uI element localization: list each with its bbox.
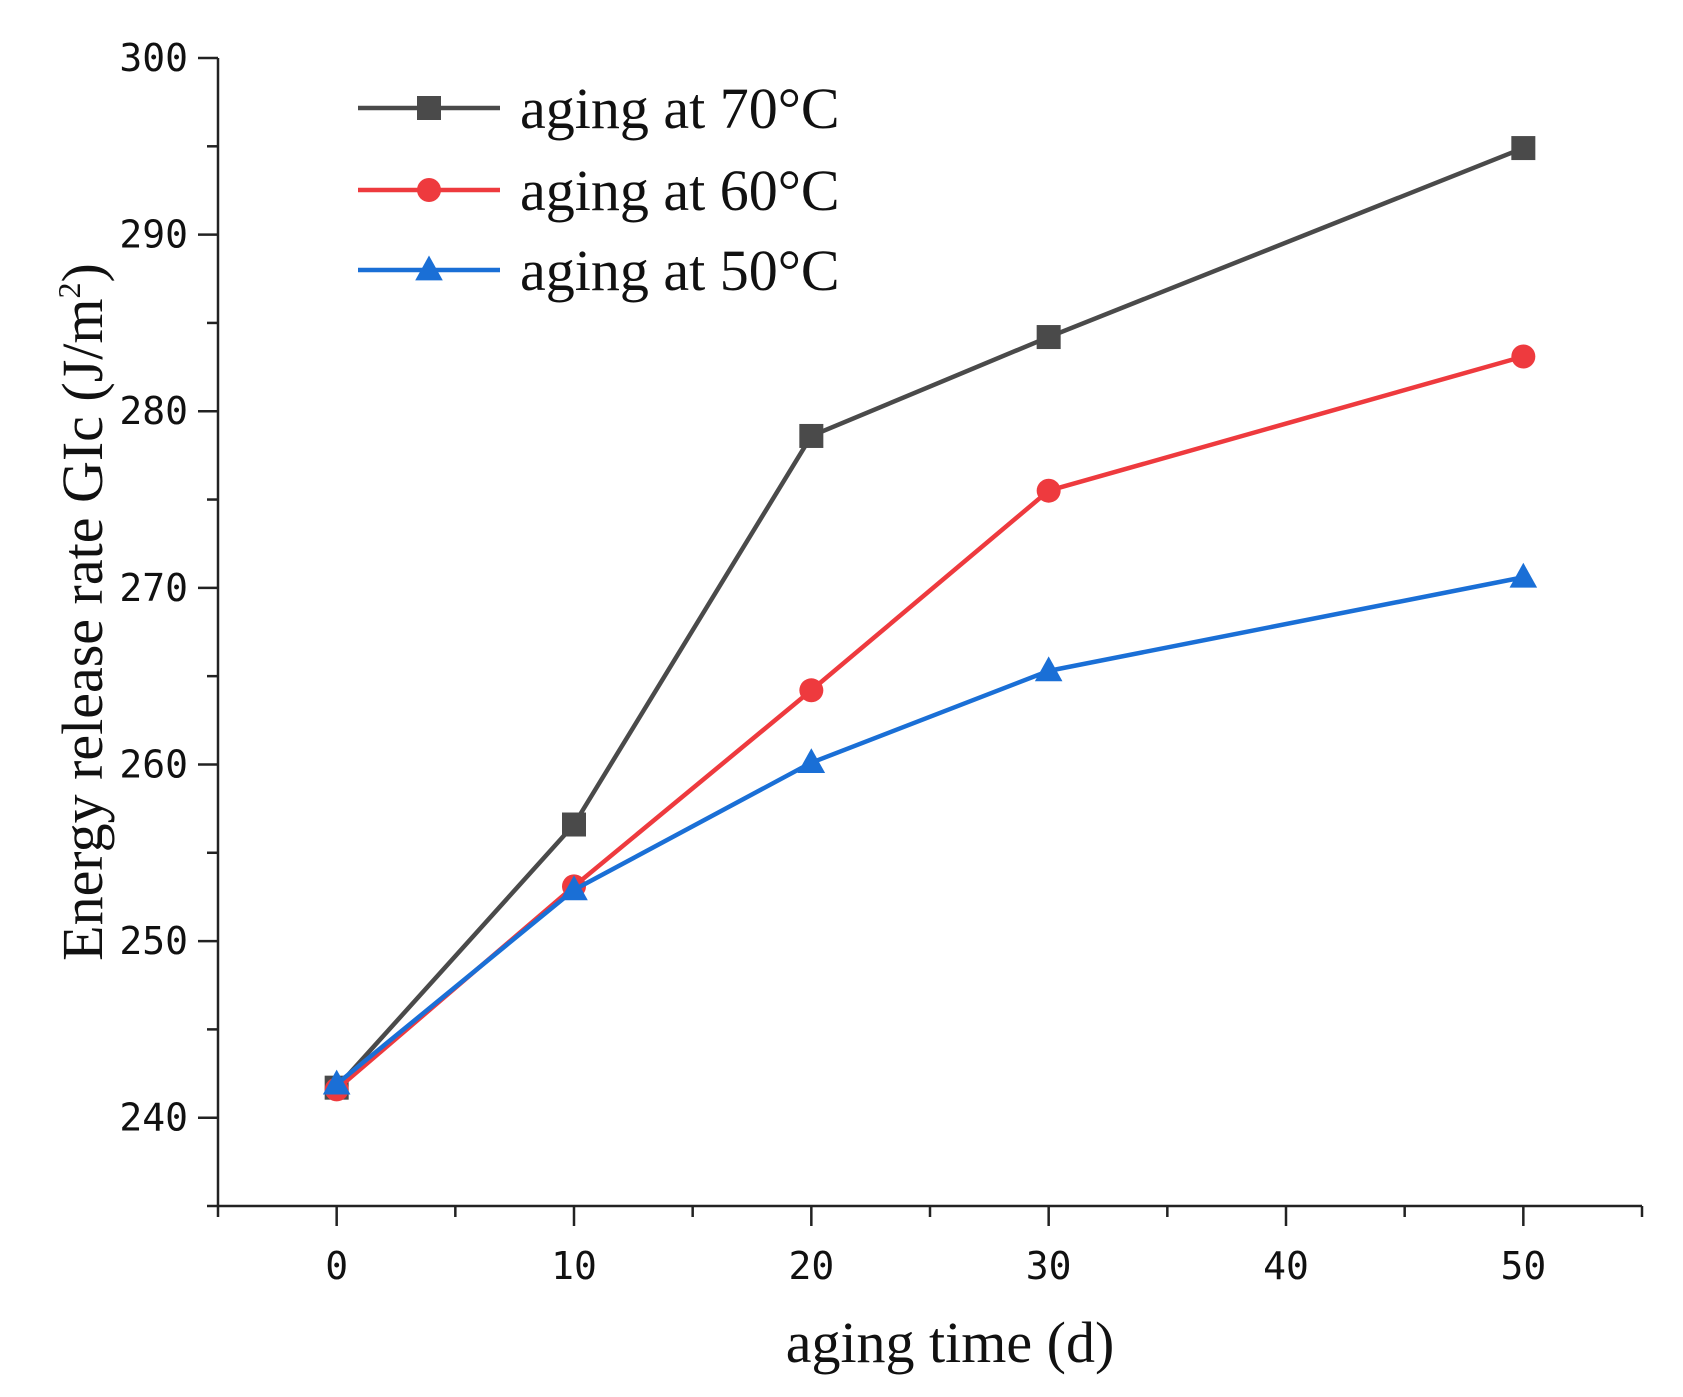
- data-point: [1034, 656, 1063, 682]
- legend-item: aging at 60°C: [358, 158, 840, 223]
- legend-marker: [415, 255, 443, 281]
- x-ticks: 0 10 20 30 40 50: [216, 1206, 1644, 1288]
- axes: 240 250 260 270 280 290 300 0 10 20 30 40 50: [119, 36, 1644, 1288]
- data-point: [1511, 136, 1536, 161]
- y-ticks: 240 250 260 270 280 290 300: [119, 36, 218, 1208]
- y-axis-title: Energy release rate GIc (J/m2): [50, 263, 115, 961]
- legend-marker: [417, 96, 441, 120]
- series-line: [335, 575, 1524, 1086]
- x-tick-label: 40: [1263, 1244, 1309, 1288]
- data-point: [562, 812, 586, 837]
- data-point: [560, 875, 588, 901]
- data-point: [1509, 562, 1538, 588]
- x-tick-label: 50: [1500, 1244, 1546, 1288]
- y-tick-label: 250: [119, 919, 188, 963]
- series-layer: [322, 136, 1538, 1102]
- y-axis-title-main: Energy release rate GIc (J/m: [50, 298, 115, 960]
- x-tick-label: 20: [788, 1244, 834, 1288]
- data-point: [797, 748, 826, 774]
- x-tick-label: 0: [325, 1244, 348, 1288]
- y-tick-label: 300: [119, 36, 188, 80]
- legend-marker: [417, 178, 441, 202]
- data-point: [1036, 325, 1061, 350]
- legend-label: aging at 60°C: [520, 158, 840, 223]
- data-point: [322, 1069, 351, 1095]
- legend-item: aging at 70°C: [358, 76, 840, 141]
- legend: aging at 70°C aging at 60°C aging at 50°C: [358, 76, 840, 303]
- y-tick-label: 240: [119, 1096, 188, 1140]
- x-axis-title: aging time (d): [786, 1310, 1115, 1375]
- legend-item: aging at 50°C: [358, 238, 840, 303]
- y-tick-label: 290: [119, 213, 188, 257]
- y-axis-title-end: ): [50, 263, 115, 282]
- data-point: [799, 423, 824, 448]
- data-point: [799, 678, 824, 703]
- y-tick-label: 270: [119, 566, 188, 610]
- data-point: [1511, 344, 1536, 369]
- series-line: [334, 145, 1525, 1090]
- series-0: [324, 136, 1536, 1100]
- series-2: [322, 562, 1538, 1095]
- y-axis-title-superscript: 2: [51, 282, 87, 298]
- series-line: [335, 354, 1524, 1092]
- x-tick-label: 30: [1026, 1244, 1072, 1288]
- legend-label: aging at 70°C: [520, 76, 840, 141]
- y-tick-label: 280: [119, 389, 188, 433]
- legend-label: aging at 50°C: [520, 238, 840, 303]
- x-tick-label: 10: [551, 1244, 597, 1288]
- y-tick-label: 260: [119, 742, 188, 786]
- data-point: [1036, 478, 1061, 503]
- series-1: [324, 344, 1536, 1102]
